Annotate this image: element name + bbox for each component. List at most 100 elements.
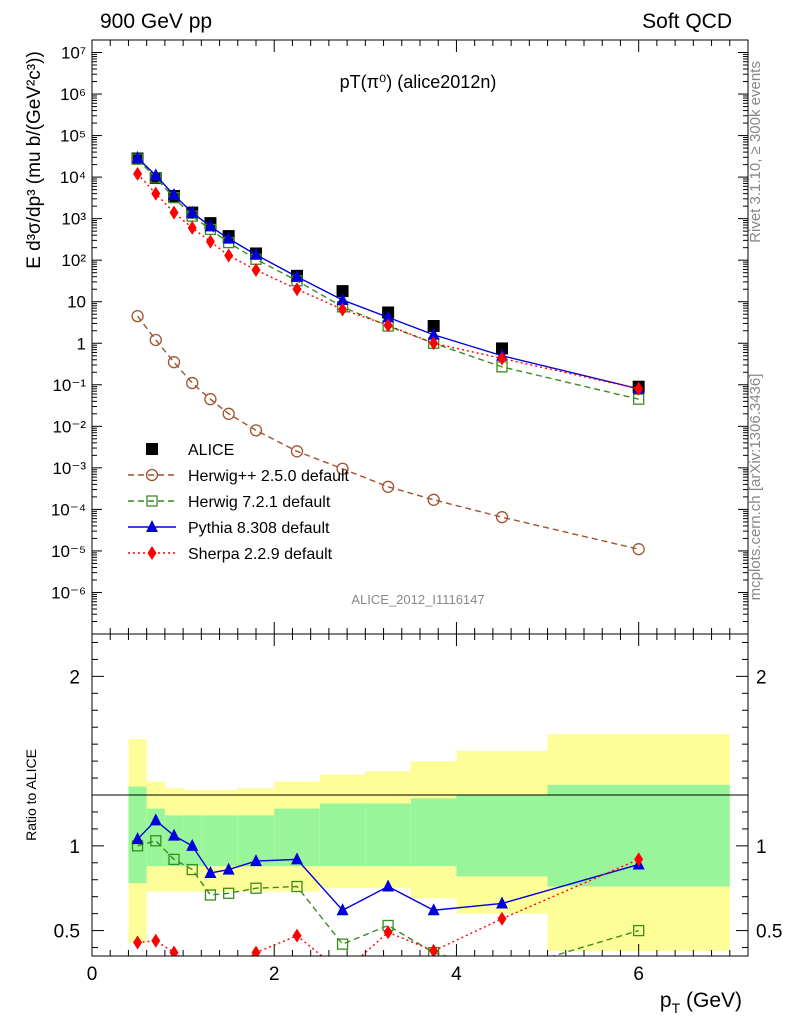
legend-marker-herwig7	[146, 495, 158, 507]
header-energy-label: 900 GeV pp	[100, 10, 212, 33]
mcplots-label: mcplots.cern.ch [arXiv:1306.3436]	[747, 374, 764, 601]
ratio-point-herwig7	[633, 924, 645, 937]
ratio-y-tick-label: 2	[69, 667, 80, 688]
main-y-axis: 10⁻⁶ 10⁻⁵ 10⁻⁴ 10⁻³ 10⁻² 10⁻¹ 1 10 10² 10³ 10⁴ 10⁵ 1…	[51, 39, 748, 635]
rivet-version-label: Rivet 3.1.10, ≥ 300k events	[747, 61, 764, 243]
ratio-point-sherpa	[206, 974, 215, 988]
main-point-pythia	[186, 205, 199, 218]
ratio-point-sherpa	[224, 966, 233, 980]
main-point-herwigpp	[131, 309, 144, 323]
legend: ALICE Herwig++ 2.5.0 default Herwig 7.2.1 …	[128, 442, 350, 563]
ratio-point-sherpa	[292, 928, 302, 943]
ratio-point-pythia	[222, 862, 235, 875]
main-point-herwigpp	[204, 393, 217, 406]
main-point-sherpa	[634, 381, 644, 396]
main-point-herwigpp	[427, 493, 440, 506]
main-point-sherpa	[338, 302, 348, 317]
ratio-point-sherpa	[338, 966, 347, 980]
main-point-pythia	[149, 168, 162, 181]
main-point-sherpa	[429, 336, 439, 351]
main-series-line-herwigpp	[136, 315, 639, 550]
ratio-y-tick-label: 0.5	[54, 922, 80, 943]
ratio-x-tick-label: 6	[633, 964, 644, 985]
main-point-pythia	[204, 219, 217, 232]
ratio-point-sherpa	[497, 911, 507, 926]
main-point-sherpa	[224, 248, 234, 263]
main-series-layer	[131, 150, 645, 556]
main-y-tick-label: 10⁴	[60, 168, 86, 187]
main-series-line-sherpa	[137, 173, 639, 390]
x-axis-label-sub: T	[672, 1000, 681, 1016]
ratio-point-herwig7	[497, 966, 507, 976]
main-point-herwigpp	[632, 543, 645, 556]
ratio-point-herwig7	[223, 887, 235, 899]
main-point-herwigpp	[186, 376, 199, 390]
main-point-sherpa	[187, 220, 197, 235]
ratio-point-herwig7	[250, 882, 262, 894]
main-point-alice	[336, 285, 349, 298]
main-y-tick-label: 10⁷	[61, 44, 86, 63]
header-category-label: Soft QCD	[642, 10, 732, 33]
ratio-y-tick-label-right: 0.5	[756, 922, 782, 943]
legend-label-herwigpp: Herwig++ 2.5.0 default	[188, 468, 350, 485]
main-point-pythia	[382, 310, 395, 323]
main-point-herwigpp	[249, 424, 263, 437]
ratio-band-inner	[219, 815, 238, 867]
main-plot: 10⁻⁶ 10⁻⁵ 10⁻⁴ 10⁻³ 10⁻² 10⁻¹ 1 10 10² 10³ 10⁴ 10⁵ 1…	[24, 39, 749, 635]
ratio-band-inner	[201, 815, 220, 867]
ratio-band-inner	[164, 815, 184, 867]
legend-label-alice: ALICE	[188, 442, 234, 459]
main-plot-title: pT(π⁰) (alice2012n)	[340, 72, 497, 92]
analysis-id-label: ALICE_2012_I1116147	[351, 592, 484, 607]
main-point-herwigpp	[336, 462, 349, 475]
legend-label-pythia: Pythia 8.308 default	[188, 520, 330, 537]
main-point-sherpa	[251, 263, 261, 278]
ratio-band-inner	[410, 798, 457, 867]
main-point-herwigpp	[149, 333, 162, 347]
ratio-series-layer	[131, 813, 645, 988]
main-y-tick-label: 10⁻³	[52, 459, 86, 478]
x-axis-label: pT (GeV)	[660, 989, 742, 1016]
ratio-plot-frame	[91, 633, 749, 957]
ratio-point-sherpa	[634, 852, 644, 867]
main-point-sherpa	[169, 205, 179, 220]
main-y-tick-label: 10⁻⁴	[51, 500, 86, 519]
ratio-y-tick-label-right: 2	[756, 667, 767, 688]
main-series-line-herwig7	[137, 158, 639, 400]
main-y-tick-label: 10²	[61, 251, 86, 270]
ratio-point-herwig7	[204, 889, 217, 901]
legend-label-herwig7: Herwig 7.2.1 default	[188, 494, 331, 511]
main-y-tick-label: 10³	[61, 210, 86, 229]
ratio-point-pythia	[186, 838, 199, 851]
ratio-point-pythia	[382, 879, 395, 892]
main-point-herwigpp	[167, 356, 181, 369]
ratio-x-axis: 0 2 4 6	[87, 634, 731, 985]
main-point-pythia	[131, 150, 144, 163]
legend-label-sherpa: Sherpa 2.2.9 default	[188, 546, 333, 563]
ratio-y-axis-label: Ratio to ALICE	[23, 749, 39, 841]
main-point-sherpa	[205, 234, 215, 249]
main-y-tick-label: 10⁻⁵	[51, 542, 86, 561]
main-point-sherpa	[497, 351, 507, 366]
main-point-sherpa	[383, 318, 393, 333]
main-y-tick-label: 10⁻⁶	[51, 583, 86, 602]
main-point-herwigpp	[290, 445, 304, 458]
ratio-point-sherpa	[429, 943, 439, 956]
ratio-point-pythia	[131, 832, 144, 845]
ratio-band-inner	[456, 795, 548, 877]
ratio-band-inner	[319, 803, 366, 867]
ratio-point-pythia	[496, 896, 508, 909]
ratio-point-sherpa	[169, 945, 179, 956]
main-point-pythia	[168, 188, 180, 201]
ratio-y-tick-label-right: 1	[756, 837, 767, 858]
x-axis-label-p: p	[660, 989, 672, 1012]
main-point-herwigpp	[222, 407, 235, 420]
main-point-pythia	[336, 292, 349, 305]
ratio-uncertainty-bands	[128, 733, 730, 951]
main-y-tick-label: 1	[77, 334, 86, 353]
ratio-point-herwig7	[336, 938, 349, 950]
ratio-point-sherpa	[151, 933, 161, 948]
ratio-point-sherpa	[383, 925, 393, 940]
